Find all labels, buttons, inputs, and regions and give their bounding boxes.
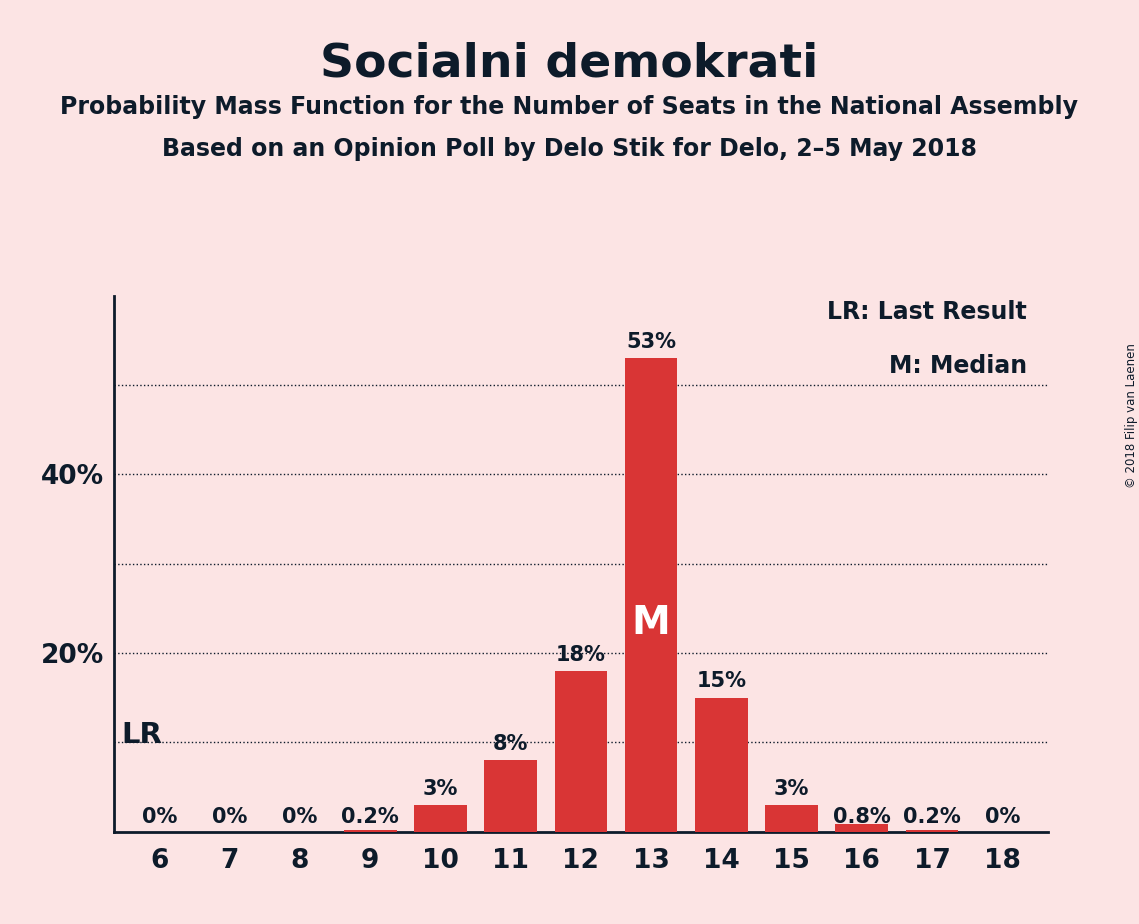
Bar — [765, 805, 818, 832]
Text: 3%: 3% — [773, 779, 809, 798]
Text: 8%: 8% — [493, 734, 528, 754]
Text: LR: LR — [121, 722, 162, 749]
Text: 0%: 0% — [142, 808, 178, 827]
Bar — [415, 805, 467, 832]
Text: 18%: 18% — [556, 645, 606, 664]
Bar — [625, 359, 678, 832]
Text: 3%: 3% — [423, 779, 458, 798]
Bar — [555, 671, 607, 832]
Text: Socialni demokrati: Socialni demokrati — [320, 42, 819, 87]
Text: M: M — [632, 604, 671, 642]
Text: Probability Mass Function for the Number of Seats in the National Assembly: Probability Mass Function for the Number… — [60, 95, 1079, 119]
Bar — [835, 824, 888, 832]
Bar — [344, 830, 396, 832]
Text: © 2018 Filip van Laenen: © 2018 Filip van Laenen — [1124, 344, 1138, 488]
Text: LR: Last Result: LR: Last Result — [827, 300, 1027, 324]
Text: 0.8%: 0.8% — [833, 808, 891, 827]
Text: 0.2%: 0.2% — [342, 808, 399, 827]
Text: M: Median: M: Median — [888, 354, 1027, 378]
Bar — [906, 830, 958, 832]
Text: 0%: 0% — [984, 808, 1019, 827]
Text: 0%: 0% — [282, 808, 318, 827]
Text: 15%: 15% — [696, 672, 746, 691]
Text: 0%: 0% — [212, 808, 247, 827]
Text: Based on an Opinion Poll by Delo Stik for Delo, 2–5 May 2018: Based on an Opinion Poll by Delo Stik fo… — [162, 137, 977, 161]
Text: 0.2%: 0.2% — [903, 808, 961, 827]
Text: 53%: 53% — [626, 332, 677, 352]
Bar — [484, 760, 536, 832]
Bar — [695, 698, 747, 832]
